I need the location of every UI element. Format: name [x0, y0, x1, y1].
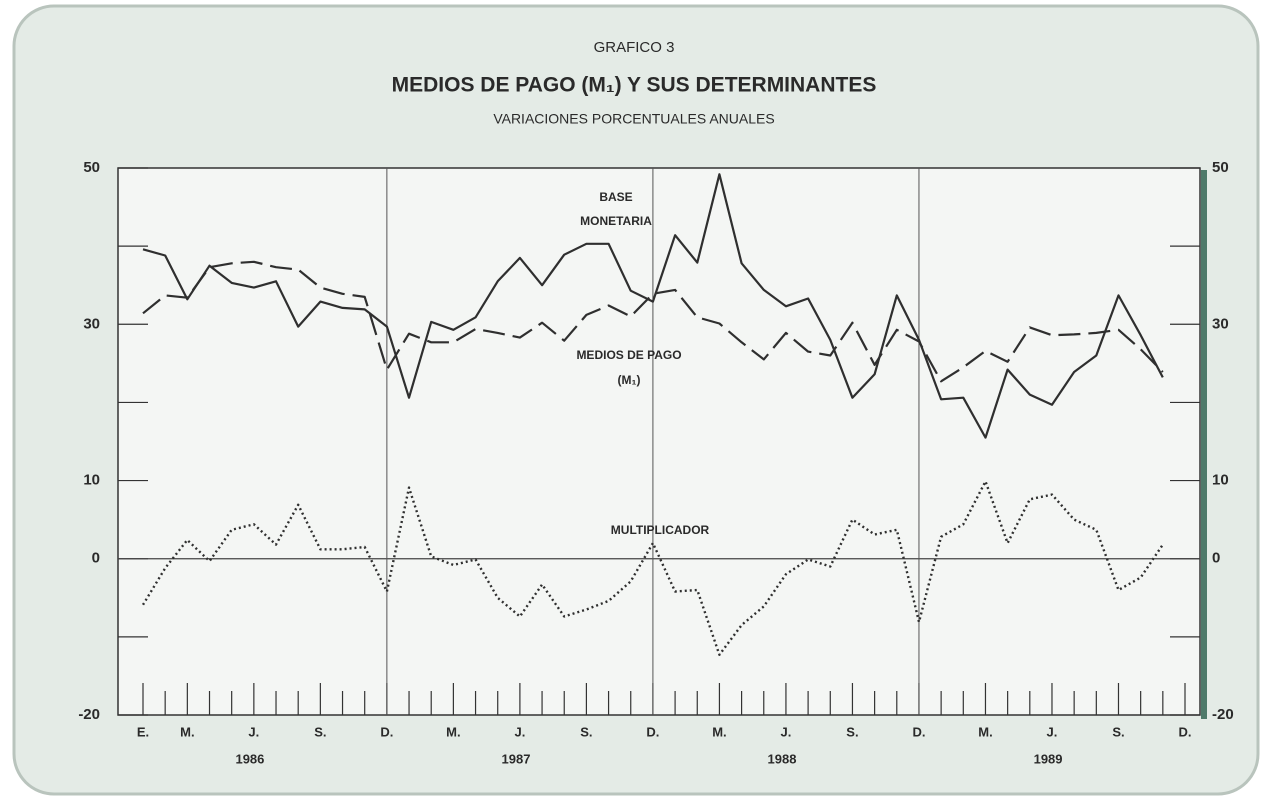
year-label: 1986 — [235, 751, 264, 766]
annotation: MONETARIA — [580, 214, 652, 228]
annotation: MEDIOS DE PAGO — [576, 348, 681, 362]
annotation: BASE — [599, 190, 632, 204]
supertitle: GRAFICO 3 — [594, 39, 675, 56]
series-line — [141, 480, 1164, 656]
series-line — [142, 260, 1164, 383]
y-tick-label: 0 — [92, 550, 100, 567]
x-tick-label: M. — [712, 724, 726, 739]
year-label: 1989 — [1034, 751, 1063, 766]
x-tick-label: D. — [646, 724, 659, 739]
x-tick-label: J. — [514, 724, 525, 739]
y2-tick-label: 10 — [1212, 472, 1229, 489]
y2-tick-label: 50 — [1212, 159, 1229, 176]
subtitle: VARIACIONES PORCENTUALES ANUALES — [493, 111, 774, 127]
x-tick-label: J. — [1047, 724, 1058, 739]
y2-tick-label: -20 — [1212, 706, 1234, 723]
x-tick-label: M. — [978, 724, 992, 739]
annotation: (M₁) — [618, 373, 641, 387]
x-tick-label: M. — [446, 724, 460, 739]
x-tick-label: S. — [580, 724, 592, 739]
x-tick-label: M. — [180, 724, 194, 739]
y-tick-label: -20 — [78, 706, 100, 723]
y-tick-label: 50 — [83, 159, 100, 176]
x-tick-label: J. — [248, 724, 259, 739]
chart-title: MEDIOS DE PAGO (M₁) Y SUS DETERMINANTES — [392, 74, 877, 97]
y-tick-label: 10 — [83, 472, 100, 489]
series-line — [142, 173, 1164, 439]
x-tick-label: S. — [1112, 724, 1124, 739]
year-label: 1987 — [502, 751, 531, 766]
plot-area — [117, 167, 1201, 716]
year-label: 1988 — [768, 751, 797, 766]
y2-tick-label: 30 — [1212, 315, 1229, 332]
x-tick-label: J. — [781, 724, 792, 739]
x-tick-label: E. — [137, 724, 149, 739]
x-tick-label: D. — [912, 724, 925, 739]
x-tick-label: D. — [1179, 724, 1192, 739]
x-tick-label: S. — [846, 724, 858, 739]
x-tick-label: S. — [314, 724, 326, 739]
y2-tick-label: 0 — [1212, 550, 1220, 567]
y-tick-label: 30 — [83, 315, 100, 332]
annotation: MULTIPLICADOR — [611, 523, 710, 537]
x-tick-label: D. — [380, 724, 393, 739]
